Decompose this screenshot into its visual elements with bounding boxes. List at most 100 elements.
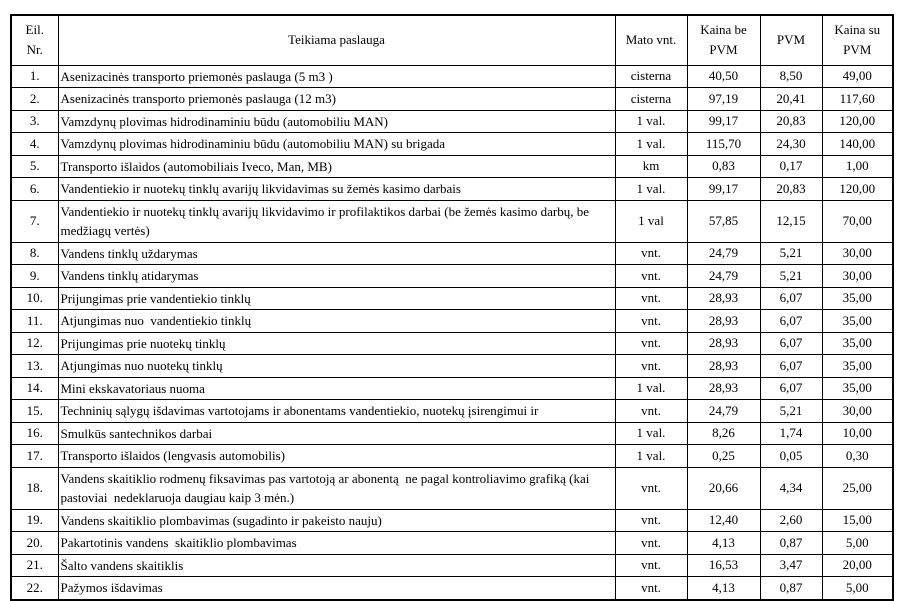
vat-cell: 0,17 — [759, 154, 823, 178]
row-number-cell: 13. — [10, 354, 59, 378]
unit-cell: vnt. — [614, 241, 688, 265]
service-cell: Atjungimas nuo nuotekų tinklų — [57, 354, 616, 378]
price-no-vat-cell: 99,17 — [686, 177, 761, 201]
table-row: 8. Vandens tinklų uždarymas vnt. 24,79 5,21 3… — [10, 241, 894, 265]
service-cell: Transporto išlaidos (lengvasis automobil… — [57, 444, 616, 468]
row-number-cell: 11. — [10, 309, 59, 333]
table-row: 11. Atjungimas nuo vandentiekio tinklų vnt… — [10, 309, 894, 333]
row-number-cell: 3. — [10, 109, 59, 133]
price-no-vat-cell: 0,83 — [686, 154, 761, 178]
vat-cell: 6,07 — [759, 376, 823, 400]
unit-cell: cisterna — [614, 87, 688, 111]
table-row: 5. Transporto išlaidos (automobiliais Ive… — [10, 154, 894, 178]
header-row: Eil. Nr. Teikiama paslauga Mato vnt. Kai… — [10, 14, 894, 66]
service-cell: Vamzdynų plovimas hidrodinaminiu būdu (a… — [57, 109, 616, 133]
vat-cell: 6,07 — [759, 354, 823, 378]
price-no-vat-cell: 99,17 — [686, 109, 761, 133]
vat-cell: 8,50 — [759, 64, 823, 88]
row-number-cell: 12. — [10, 331, 59, 355]
row-number-cell: 6. — [10, 177, 59, 201]
price-with-vat-cell: 140,00 — [821, 132, 894, 156]
table-row: 4. Vamzdynų plovimas hidrodinaminiu būdu … — [10, 132, 894, 156]
vat-cell: 0,05 — [759, 444, 823, 468]
unit-cell: vnt. — [614, 286, 688, 310]
header-row-number: Eil. Nr. — [10, 14, 59, 66]
price-with-vat-cell: 35,00 — [821, 376, 894, 400]
price-no-vat-cell: 20,66 — [686, 466, 761, 510]
table-row: 2. Asenizacinės transporto priemonės pasl… — [10, 87, 894, 111]
price-with-vat-cell: 117,60 — [821, 87, 894, 111]
unit-cell: vnt. — [614, 466, 688, 510]
service-cell: Atjungimas nuo vandentiekio tinklų — [57, 309, 616, 333]
vat-cell: 6,07 — [759, 286, 823, 310]
header-vat: PVM — [759, 14, 823, 66]
price-with-vat-cell: 35,00 — [821, 309, 894, 333]
table-row: 13. Atjungimas nuo nuotekų tinklų vnt. 28,9… — [10, 354, 894, 378]
table-body: 1. Asenizacinės transporto priemonės pasl… — [10, 64, 894, 600]
row-number-cell: 9. — [10, 264, 59, 288]
unit-cell: 1 val. — [614, 421, 688, 445]
price-with-vat-cell: 15,00 — [821, 508, 894, 532]
unit-cell: 1 val — [614, 199, 688, 243]
vat-cell: 12,15 — [759, 199, 823, 243]
table-row: 12. Prijungimas prie nuotekų tinklų vnt. 28… — [10, 331, 894, 355]
price-no-vat-cell: 97,19 — [686, 87, 761, 111]
row-number-cell: 20. — [10, 531, 59, 555]
row-number-cell: 21. — [10, 553, 59, 577]
table-row: 22. Pažymos išdavimas vnt. 4,13 0,87 5,00 — [10, 576, 894, 600]
price-no-vat-cell: 28,93 — [686, 331, 761, 355]
header-price-no-vat: Kaina be PVM — [686, 14, 761, 66]
row-number-cell: 16. — [10, 421, 59, 445]
table-row: 7. Vandentiekio ir nuotekų tinklų avarijų… — [10, 199, 894, 243]
table-row: 19. Vandens skaitiklio plombavimas (sugad… — [10, 508, 894, 532]
row-number-cell: 4. — [10, 132, 59, 156]
price-with-vat-cell: 5,00 — [821, 576, 894, 600]
price-with-vat-cell: 10,00 — [821, 421, 894, 445]
vat-cell: 5,21 — [759, 264, 823, 288]
row-number-cell: 14. — [10, 376, 59, 400]
price-no-vat-cell: 115,70 — [686, 132, 761, 156]
row-number-cell: 19. — [10, 508, 59, 532]
price-with-vat-cell: 35,00 — [821, 286, 894, 310]
row-number-cell: 22. — [10, 576, 59, 600]
row-number-cell: 18. — [10, 466, 59, 510]
vat-cell: 1,74 — [759, 421, 823, 445]
service-cell: Vandens tinklų uždarymas — [57, 241, 616, 265]
price-no-vat-cell: 28,93 — [686, 309, 761, 333]
row-number-cell: 1. — [10, 64, 59, 88]
price-no-vat-cell: 28,93 — [686, 286, 761, 310]
unit-cell: 1 val. — [614, 177, 688, 201]
vat-cell: 5,21 — [759, 241, 823, 265]
vat-cell: 20,41 — [759, 87, 823, 111]
unit-cell: 1 val. — [614, 109, 688, 133]
price-with-vat-cell: 30,00 — [821, 399, 894, 423]
unit-cell: vnt. — [614, 531, 688, 555]
price-with-vat-cell: 70,00 — [821, 199, 894, 243]
service-cell: Vandentiekio ir nuotekų tinklų avarijų l… — [57, 199, 616, 243]
service-cell: Transporto išlaidos (automobiliais Iveco… — [57, 154, 616, 178]
price-with-vat-cell: 120,00 — [821, 109, 894, 133]
price-no-vat-cell: 12,40 — [686, 508, 761, 532]
unit-cell: 1 val. — [614, 444, 688, 468]
unit-cell: km — [614, 154, 688, 178]
unit-cell: vnt. — [614, 576, 688, 600]
table-row: 1. Asenizacinės transporto priemonės pasl… — [10, 64, 894, 88]
service-cell: Asenizacinės transporto priemonės paslau… — [57, 64, 616, 88]
price-with-vat-cell: 30,00 — [821, 241, 894, 265]
vat-cell: 0,87 — [759, 576, 823, 600]
unit-cell: vnt. — [614, 264, 688, 288]
row-number-cell: 7. — [10, 199, 59, 243]
price-with-vat-cell: 49,00 — [821, 64, 894, 88]
price-with-vat-cell: 0,30 — [821, 444, 894, 468]
table-row: 15. Techninių sąlygų išdavimas vartotojam… — [10, 399, 894, 423]
price-no-vat-cell: 0,25 — [686, 444, 761, 468]
table-row: 6. Vandentiekio ir nuotekų tinklų avarijų… — [10, 177, 894, 201]
service-cell: Pažymos išdavimas — [57, 576, 616, 600]
row-number-cell: 2. — [10, 87, 59, 111]
service-cell: Vandens skaitiklio rodmenų fiksavimas pa… — [57, 466, 616, 510]
price-no-vat-cell: 24,79 — [686, 399, 761, 423]
unit-cell: vnt. — [614, 309, 688, 333]
document-page: Eil. Nr. Teikiama paslauga Mato vnt. Kai… — [10, 14, 894, 601]
table-row: 18. Vandens skaitiklio rodmenų fiksavimas… — [10, 466, 894, 510]
price-no-vat-cell: 4,13 — [686, 576, 761, 600]
